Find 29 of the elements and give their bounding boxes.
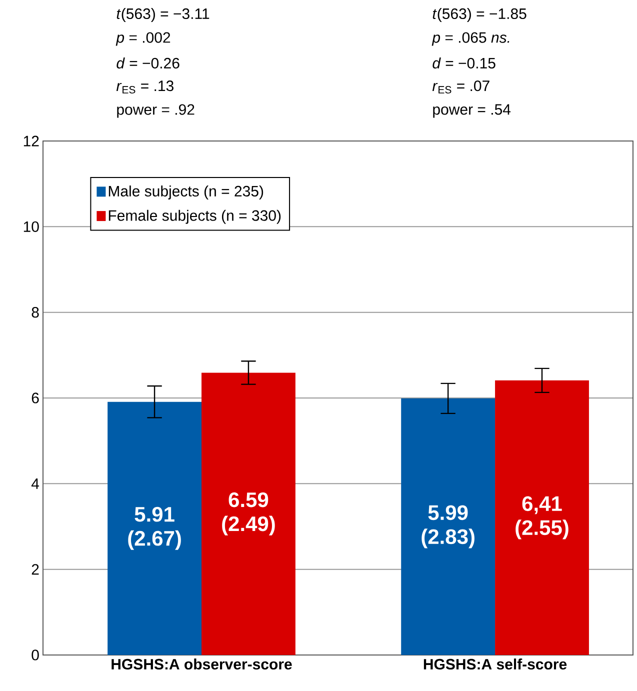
text: power = .92	[117, 104, 194, 118]
text: t(563) = −3.11	[116, 8, 210, 22]
y-tick-label: 12	[24, 136, 39, 146]
y-tick-label: 8	[32, 307, 39, 318]
legend-label: Female subjects (n = 330)	[108, 210, 281, 224]
bar	[495, 380, 589, 655]
text: power = .54	[433, 104, 511, 118]
y-tick-label: 6	[32, 392, 39, 404]
text: p = .002	[116, 32, 170, 46]
bar	[401, 398, 496, 655]
y-tick-label: 0	[32, 650, 39, 660]
data-label: 5.91 (2.67)	[128, 506, 181, 550]
data-label: 6,41 (2.55)	[516, 496, 568, 540]
y-tick-label: 2	[32, 564, 39, 575]
legend-label: Male subjects (n = 235)	[108, 185, 264, 200]
y-tick-label: 10	[24, 221, 39, 232]
text: d = −0.15	[432, 57, 496, 69]
text: r$_{ES}$ = .13	[116, 80, 174, 94]
bar	[108, 402, 202, 655]
data-label: 6.59 (2.49)	[222, 492, 275, 536]
y-tick-label: 4	[31, 478, 40, 489]
x-tick-label: HGSHS:A observer-score	[112, 658, 292, 670]
bar	[202, 372, 296, 655]
x-tick-label: HGSHS:A self-score	[424, 658, 567, 670]
text: p = .065 ns.	[432, 32, 510, 46]
data-label: 5.99 (2.83)	[422, 505, 474, 548]
text: r$_{ES}$ = .07	[432, 80, 490, 94]
text: d = −0.26	[116, 57, 180, 69]
text: t(563) = −1.85	[432, 8, 526, 22]
